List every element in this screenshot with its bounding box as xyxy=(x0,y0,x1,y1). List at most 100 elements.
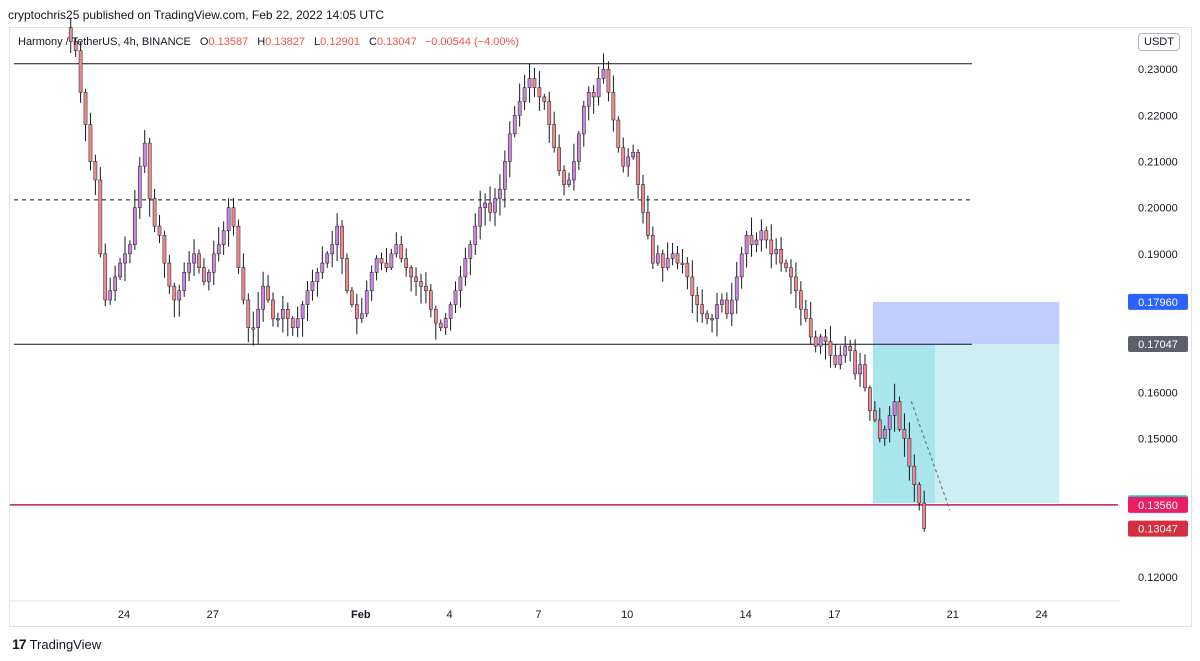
candle-body xyxy=(498,188,502,199)
price-badge-label: 0.17960 xyxy=(1138,297,1178,309)
x-tick-label: 24 xyxy=(1035,609,1047,621)
candle-body xyxy=(276,318,280,321)
candle-body xyxy=(512,115,517,135)
candle-body xyxy=(547,101,552,125)
candle-body xyxy=(68,27,73,42)
candle-body xyxy=(355,304,359,319)
candle-body xyxy=(897,401,902,430)
price-badge-label: 0.17047 xyxy=(1138,339,1178,351)
candle-body xyxy=(300,304,305,319)
candle-body xyxy=(320,262,325,273)
candle-body xyxy=(379,258,384,264)
candle-body xyxy=(586,92,591,107)
candle-body xyxy=(902,428,907,439)
candle-body xyxy=(345,258,349,292)
tradingview-logo-icon: 17 xyxy=(12,636,27,652)
candle-body xyxy=(108,290,113,301)
candle-body xyxy=(764,230,769,241)
candle-body xyxy=(532,78,537,88)
candle-body xyxy=(369,272,374,292)
tradingview-brand: TradingView xyxy=(29,636,102,652)
stop-loss-zone xyxy=(872,301,1060,344)
price-badge-label: 0.13560 xyxy=(1138,500,1178,512)
candle-body xyxy=(843,345,848,356)
candle-body xyxy=(695,295,700,305)
symbol-label[interactable]: Harmony / TetherUS, 4h, BINANCE xyxy=(18,36,191,48)
candle-body xyxy=(833,355,838,365)
candle-body xyxy=(241,267,246,301)
y-tick-label: 0.12000 xyxy=(1138,572,1178,584)
close-label: C xyxy=(369,36,377,48)
candle-body xyxy=(887,415,892,430)
candle-body xyxy=(813,336,818,347)
candle-body xyxy=(552,124,557,148)
candle-body xyxy=(315,272,320,282)
currency-button[interactable]: USDT xyxy=(1138,33,1180,51)
take-profit-zone xyxy=(935,343,1060,504)
candle-body xyxy=(601,68,606,79)
candle-body xyxy=(729,299,734,315)
candle-body xyxy=(848,345,853,352)
candle-body xyxy=(162,235,167,264)
candle-body xyxy=(754,239,759,245)
candle-body xyxy=(359,313,364,319)
candle-body xyxy=(641,184,645,213)
candle-body xyxy=(429,290,433,310)
candle-body xyxy=(187,262,191,273)
price-badge xyxy=(1128,520,1188,537)
y-tick-label: 0.23000 xyxy=(1138,64,1178,76)
candle-body xyxy=(483,202,487,208)
candle-body xyxy=(655,253,660,264)
close-value: 0.13047 xyxy=(376,36,417,48)
candle-body xyxy=(404,258,409,268)
candle-body xyxy=(789,267,793,278)
candle-body xyxy=(690,276,695,296)
candle-body xyxy=(577,133,581,162)
candle-body xyxy=(917,484,922,504)
candle-body xyxy=(364,290,369,315)
candle-body xyxy=(118,262,122,278)
candle-body xyxy=(325,253,330,264)
candle-body xyxy=(591,92,596,98)
candle-body xyxy=(779,248,783,264)
candle-body xyxy=(734,276,739,301)
candle-body xyxy=(256,308,261,328)
candle-body xyxy=(621,147,626,167)
high-label: H xyxy=(257,36,266,48)
candle-body xyxy=(626,156,631,167)
candle-body xyxy=(231,207,236,227)
change-value: −0.00544 (−4.00%) xyxy=(424,36,519,48)
candle-body xyxy=(651,235,655,264)
candle-body xyxy=(611,92,616,121)
candle-body xyxy=(868,387,872,412)
candle-body xyxy=(448,304,453,319)
publisher-line: cryptochris25 published on TradingView.c… xyxy=(8,8,384,22)
y-tick-label: 0.16000 xyxy=(1138,387,1178,399)
candle-body xyxy=(478,207,483,227)
price-badge-label: 0.13047 xyxy=(1138,524,1178,536)
candle-body xyxy=(443,318,448,328)
candle-body xyxy=(557,147,561,172)
candle-body xyxy=(207,272,211,282)
tradingview-logo[interactable]: 17 TradingView xyxy=(12,636,101,652)
low-value: 0.12901 xyxy=(320,36,360,48)
x-tick-label: 14 xyxy=(739,609,751,621)
candle-body xyxy=(123,253,127,264)
candle-body xyxy=(211,253,216,273)
x-tick-label: Feb xyxy=(351,609,371,621)
x-tick-label: 10 xyxy=(621,609,633,621)
candle-body xyxy=(409,267,413,278)
chart-frame xyxy=(9,27,1192,627)
candle-body xyxy=(828,341,833,356)
x-tick-label: 24 xyxy=(118,609,130,621)
candle-body xyxy=(517,101,522,116)
candle-body xyxy=(340,225,344,259)
candle-body xyxy=(330,244,335,255)
candle-body xyxy=(197,253,201,268)
candle-body xyxy=(285,308,290,319)
candle-body xyxy=(271,299,275,319)
candle-body xyxy=(310,281,315,292)
y-tick-label: 0.22000 xyxy=(1138,110,1178,122)
candle-body xyxy=(98,179,103,255)
